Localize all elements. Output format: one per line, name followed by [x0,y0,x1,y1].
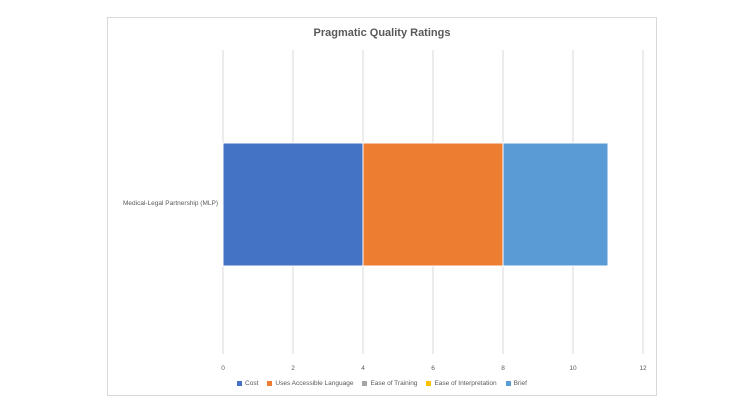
x-axis-ticks: 0 2 4 6 8 10 12 [221,365,647,372]
legend-item: Cost [237,380,258,387]
legend-label: Cost [245,380,259,387]
x-tick-label: 8 [501,365,505,372]
bar-segment [222,142,364,267]
x-tick-label: 0 [221,365,225,372]
legend-swatch [426,381,432,386]
legend-swatch [505,381,511,386]
x-tick-label: 4 [361,365,365,372]
legend-item: Brief [505,380,527,387]
legend-item: Ease of Training [362,380,417,387]
legend-item: Ease of Interpretation [426,380,497,387]
legend-swatch [362,381,368,386]
legend-label: Ease of Training [370,380,418,387]
category-label: Medical-Legal Partnership (MLP) [122,200,218,207]
bar-segment [502,142,609,267]
legend-label: Uses Accessible Language [275,380,354,387]
bar-segment [362,142,504,267]
legend-label: Brief [513,380,527,387]
x-tick-label: 6 [431,365,435,372]
bars [222,142,609,267]
x-tick-label: 10 [569,365,577,372]
chart-frame: Pragmatic Quality Ratings Medical-Legal … [107,17,657,396]
x-tick-label: 2 [291,365,295,372]
chart-title: Pragmatic Quality Ratings [313,27,451,39]
legend-swatch [267,381,273,386]
legend-item: Uses Accessible Language [267,380,353,387]
legend: Cost Uses Accessible Language Ease of Trai… [108,380,656,387]
plot-area: 0 2 4 6 8 10 12 [221,50,647,372]
x-tick-label: 12 [639,365,647,372]
legend-swatch [237,381,243,386]
legend-label: Ease of Interpretation [434,380,497,387]
